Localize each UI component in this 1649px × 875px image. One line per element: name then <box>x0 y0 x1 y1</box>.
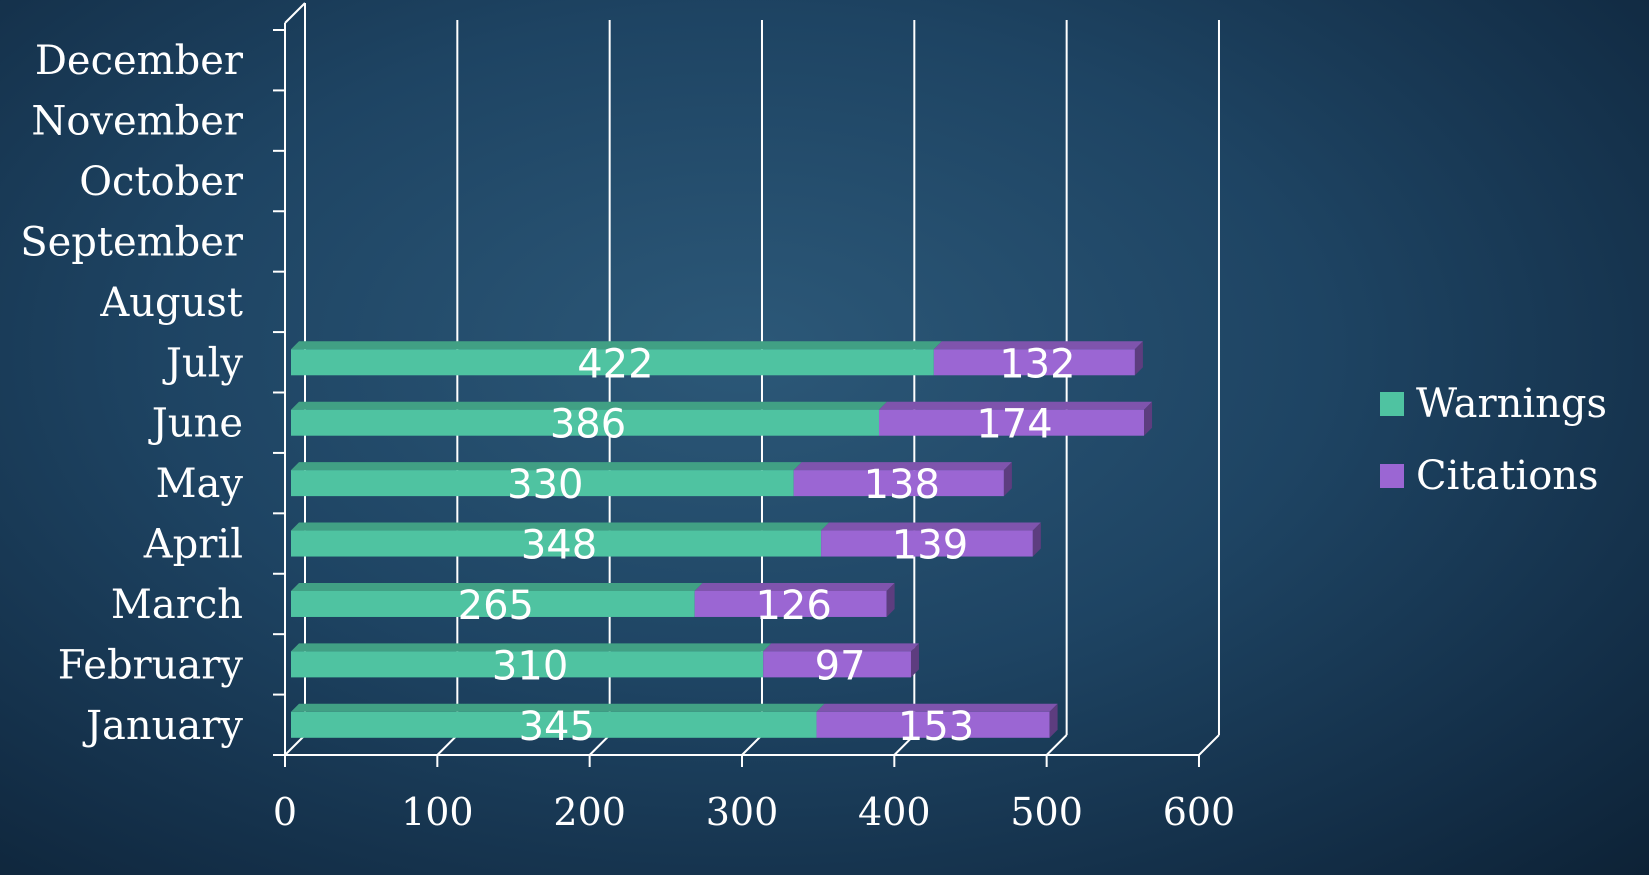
legend-label-citations: Citations <box>1416 453 1599 499</box>
x-tick-label-400: 400 <box>858 790 931 834</box>
floor-line-600 <box>1198 734 1220 756</box>
bar-top-citations-july <box>933 341 1143 350</box>
data-label-warnings-june: 386 <box>550 402 626 448</box>
bar-side-citations-may <box>1003 462 1012 497</box>
data-label-warnings-july: 422 <box>577 341 653 387</box>
x-tick-label-200: 200 <box>553 790 626 834</box>
bar-top-citations-february <box>763 643 919 652</box>
floor-line-400 <box>893 734 916 756</box>
bar-citations-january <box>816 711 1050 738</box>
data-label-warnings-april: 348 <box>521 523 597 569</box>
bar-warnings-may <box>291 470 794 497</box>
floor-line-0 <box>284 734 306 756</box>
data-label-citations-may: 138 <box>864 462 940 508</box>
data-label-warnings-february: 310 <box>492 643 568 689</box>
data-label-warnings-march: 265 <box>458 583 534 629</box>
bar-top-warnings-january <box>291 703 825 712</box>
x-tick-label-600: 600 <box>1163 790 1236 834</box>
legend-label-warnings: Warnings <box>1416 381 1608 427</box>
legend-item-warnings: Warnings <box>1380 375 1645 433</box>
x-tick-label-500: 500 <box>1010 790 1083 834</box>
bar-top-warnings-april <box>291 522 830 531</box>
category-label-september: September <box>20 219 244 265</box>
data-label-citations-march: 126 <box>755 583 831 629</box>
bar-top-warnings-february <box>291 643 772 652</box>
y-axis-top-edge <box>284 2 306 24</box>
x-tick-label-100: 100 <box>401 790 474 834</box>
bar-citations-march <box>694 590 887 617</box>
data-label-citations-january: 153 <box>898 704 974 750</box>
floor-line-200 <box>588 734 611 756</box>
bar-warnings-june <box>291 409 879 436</box>
data-label-warnings-january: 345 <box>519 704 595 750</box>
data-label-citations-june: 174 <box>976 402 1052 448</box>
legend-item-citations: Citations <box>1380 447 1645 505</box>
category-label-december: December <box>35 38 244 84</box>
category-label-february: February <box>58 642 244 688</box>
x-tick-label-0: 0 <box>273 790 297 834</box>
bar-top-citations-january <box>816 703 1058 712</box>
bar-top-citations-june <box>878 401 1153 410</box>
bar-side-citations-april <box>1032 522 1041 557</box>
bar-top-citations-april <box>821 522 1041 531</box>
floor-line-100 <box>436 734 459 756</box>
category-label-august: August <box>99 280 243 326</box>
floor-line-500 <box>1045 734 1068 756</box>
bar-top-citations-may <box>793 462 1012 471</box>
bar-warnings-january <box>291 711 817 738</box>
x-tick-label-300: 300 <box>706 790 779 834</box>
bar-top-warnings-march <box>291 582 703 591</box>
labels: 0 100 200 300 400 500 600 January February March A… <box>20 38 1235 834</box>
bar-warnings-april <box>291 530 822 557</box>
bar-citations-february <box>763 651 911 678</box>
bar-side-citations-july <box>1134 341 1143 376</box>
category-label-may: May <box>156 461 244 507</box>
bar-side-citations-january <box>1049 703 1058 738</box>
bar-top-warnings-june <box>291 401 887 410</box>
legend: Warnings Citations <box>1380 375 1645 519</box>
legend-swatch-citations <box>1380 464 1404 488</box>
data-label-citations-july: 132 <box>999 341 1075 387</box>
bar-side-citations-june <box>1144 401 1153 436</box>
bar-side-citations-march <box>886 582 895 617</box>
legend-swatch-warnings <box>1380 392 1404 416</box>
category-label-june: June <box>148 401 243 447</box>
bar-top-citations-march <box>694 582 895 591</box>
bar-citations-june <box>878 409 1145 436</box>
bar-side-citations-february <box>910 643 919 678</box>
bars <box>291 341 1153 738</box>
bar-warnings-july <box>291 349 934 376</box>
category-label-july: July <box>162 340 244 386</box>
data-label-citations-april: 139 <box>892 523 968 569</box>
bar-citations-april <box>821 530 1033 557</box>
category-label-november: November <box>31 99 244 145</box>
category-label-april: April <box>143 522 243 568</box>
bar-top-warnings-may <box>291 462 802 471</box>
floor-line-300 <box>741 734 763 756</box>
bar-warnings-february <box>291 651 764 678</box>
category-label-october: October <box>79 159 244 205</box>
category-label-january: January <box>82 703 243 749</box>
bar-warnings-march <box>291 590 695 617</box>
data-label-citations-february: 97 <box>815 643 866 689</box>
bar-citations-may <box>793 470 1004 497</box>
bar-top-warnings-july <box>291 341 942 350</box>
bar-citations-july <box>933 349 1135 376</box>
data-label-warnings-may: 330 <box>507 462 583 508</box>
gridlines <box>284 20 1220 756</box>
category-label-march: March <box>111 582 243 628</box>
